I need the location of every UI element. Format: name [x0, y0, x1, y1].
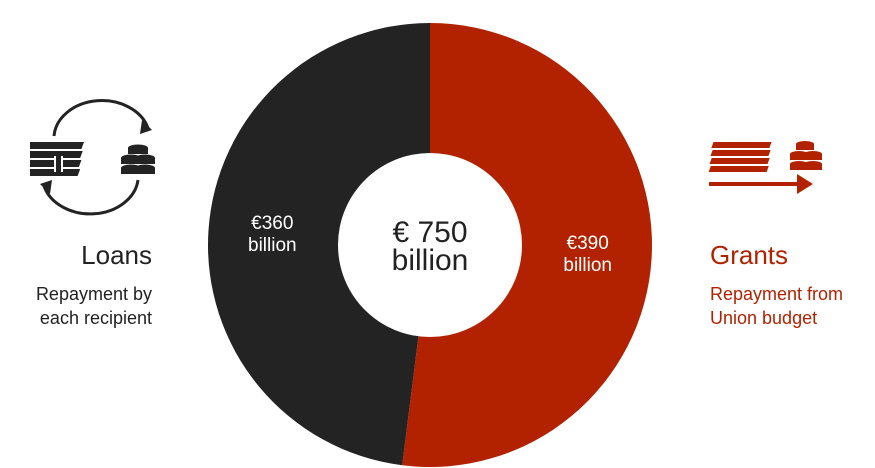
donut-slices [207, 23, 652, 467]
center-total-value: € 750 [392, 216, 467, 249]
loans-subtitle-line: each recipient [39, 308, 152, 328]
slice-label-grants: €390 [567, 233, 609, 254]
grants-subtitle: Repayment from Union budget [710, 282, 875, 330]
loans-title: Loans [81, 240, 152, 270]
donut-hole [338, 153, 522, 337]
money-cycle-icon [30, 99, 155, 216]
slice-label-grants: billion [563, 255, 612, 276]
slice-label-loans: €360 [251, 213, 293, 234]
slice-grants [402, 23, 652, 467]
loans-subtitle: Repayment by each recipient [0, 282, 152, 330]
center-total-unit: billion [392, 244, 469, 277]
loans-subtitle-line: Repayment by [35, 284, 152, 304]
slice-label-loans: billion [248, 235, 297, 256]
slice-loans [207, 23, 430, 466]
grants-subtitle-line: Union budget [710, 308, 818, 328]
money-transfer-icon [708, 141, 822, 194]
grants-title: Grants [710, 240, 789, 270]
grants-subtitle-line: Repayment from [710, 284, 844, 304]
